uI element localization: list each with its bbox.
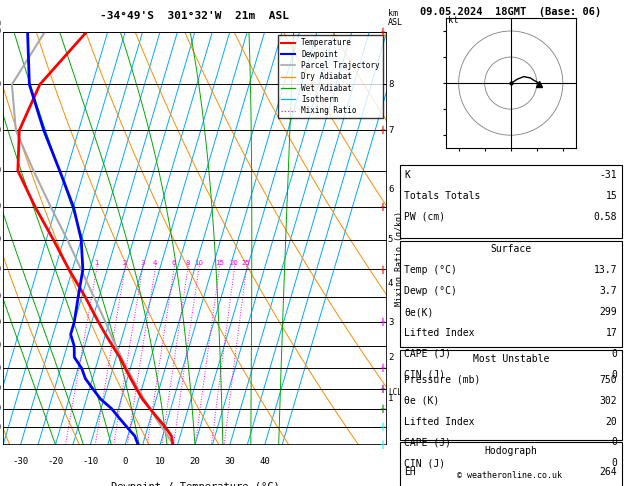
Text: Lifted Index: Lifted Index (404, 328, 475, 338)
Text: K: K (404, 170, 410, 180)
Text: θe (K): θe (K) (404, 396, 440, 406)
Text: Temp (°C): Temp (°C) (404, 265, 457, 276)
Text: Surface: Surface (490, 244, 532, 255)
Text: 1: 1 (94, 260, 99, 266)
Text: 7: 7 (388, 126, 393, 135)
Text: 550: 550 (0, 235, 1, 244)
Text: ╫: ╫ (381, 423, 384, 431)
Text: 0: 0 (611, 458, 617, 469)
Text: ╫: ╫ (381, 385, 384, 393)
Text: -31: -31 (599, 170, 617, 180)
Text: 0: 0 (123, 457, 128, 466)
Text: 299: 299 (599, 307, 617, 317)
Text: 300: 300 (0, 27, 1, 36)
Text: 0: 0 (611, 349, 617, 359)
Text: 25: 25 (242, 260, 251, 266)
Text: θe(K): θe(K) (404, 307, 434, 317)
Text: 8: 8 (388, 80, 393, 89)
Text: 800: 800 (0, 364, 1, 373)
Text: ╫: ╫ (381, 364, 384, 372)
Text: 500: 500 (0, 202, 1, 211)
Text: 750: 750 (599, 375, 617, 385)
Text: 1: 1 (388, 394, 393, 403)
Text: ╫: ╫ (381, 318, 384, 327)
Text: 850: 850 (0, 384, 1, 394)
FancyBboxPatch shape (399, 241, 622, 347)
Text: LCL: LCL (388, 388, 402, 398)
Text: 3: 3 (388, 318, 393, 327)
FancyBboxPatch shape (399, 442, 622, 486)
Text: 3.7: 3.7 (599, 286, 617, 296)
Text: ╫: ╫ (381, 126, 384, 135)
Text: 30: 30 (225, 457, 235, 466)
Text: kt: kt (448, 16, 459, 25)
Text: -20: -20 (47, 457, 64, 466)
Text: 8: 8 (186, 260, 190, 266)
Text: -30: -30 (13, 457, 29, 466)
FancyBboxPatch shape (399, 165, 622, 238)
Text: CIN (J): CIN (J) (404, 370, 445, 380)
Text: Hodograph: Hodograph (484, 446, 537, 456)
Text: Dewpoint / Temperature (°C): Dewpoint / Temperature (°C) (111, 482, 279, 486)
Text: km
ASL: km ASL (388, 9, 403, 27)
Text: -34°49'S  301°32'W  21m  ASL: -34°49'S 301°32'W 21m ASL (101, 11, 289, 21)
Text: 15: 15 (606, 191, 617, 201)
Text: 1000: 1000 (0, 440, 1, 449)
Text: Mixing Ratio (g/kg): Mixing Ratio (g/kg) (394, 211, 404, 306)
Text: 0.58: 0.58 (594, 212, 617, 222)
Text: EH: EH (404, 467, 416, 477)
Text: 0: 0 (611, 370, 617, 380)
Text: CIN (J): CIN (J) (404, 458, 445, 469)
Text: 264: 264 (599, 467, 617, 477)
Text: Pressure (mb): Pressure (mb) (404, 375, 481, 385)
Text: ╫: ╫ (381, 203, 384, 211)
Text: 17: 17 (606, 328, 617, 338)
Text: 350: 350 (0, 80, 1, 89)
Text: 20: 20 (230, 260, 239, 266)
Text: 2: 2 (388, 353, 393, 362)
Text: 0: 0 (611, 437, 617, 448)
Text: Totals Totals: Totals Totals (404, 191, 481, 201)
Text: 5: 5 (388, 235, 393, 244)
Text: 400: 400 (0, 126, 1, 135)
Text: 09.05.2024  18GMT  (Base: 06): 09.05.2024 18GMT (Base: 06) (420, 7, 601, 17)
Text: 20: 20 (189, 457, 201, 466)
FancyBboxPatch shape (399, 350, 622, 440)
Text: 6: 6 (172, 260, 176, 266)
Text: 15: 15 (215, 260, 224, 266)
Text: hPa: hPa (0, 18, 1, 27)
Text: 900: 900 (0, 404, 1, 413)
Text: © weatheronline.co.uk: © weatheronline.co.uk (457, 471, 562, 480)
Text: 750: 750 (0, 342, 1, 350)
Text: 450: 450 (0, 166, 1, 175)
Text: -10: -10 (82, 457, 98, 466)
Text: 20: 20 (606, 417, 617, 427)
Text: 600: 600 (0, 265, 1, 274)
Text: Most Unstable: Most Unstable (472, 354, 549, 364)
Text: 4: 4 (153, 260, 157, 266)
Text: 700: 700 (0, 318, 1, 327)
Text: 2: 2 (123, 260, 127, 266)
Text: ╫: ╫ (381, 440, 384, 449)
Text: 40: 40 (259, 457, 270, 466)
Text: 650: 650 (0, 293, 1, 301)
Text: ╫: ╫ (381, 265, 384, 274)
Text: PW (cm): PW (cm) (404, 212, 445, 222)
Text: Lifted Index: Lifted Index (404, 417, 475, 427)
Text: 13.7: 13.7 (594, 265, 617, 276)
Legend: Temperature, Dewpoint, Parcel Trajectory, Dry Adiabat, Wet Adiabat, Isotherm, Mi: Temperature, Dewpoint, Parcel Trajectory… (279, 35, 383, 118)
Text: Dewp (°C): Dewp (°C) (404, 286, 457, 296)
Text: 950: 950 (0, 423, 1, 432)
Text: 302: 302 (599, 396, 617, 406)
Text: ╫: ╫ (381, 404, 384, 413)
Text: ╫: ╫ (381, 27, 384, 36)
Text: 6: 6 (388, 185, 393, 194)
Text: CAPE (J): CAPE (J) (404, 437, 452, 448)
Text: 4: 4 (388, 279, 393, 288)
Text: CAPE (J): CAPE (J) (404, 349, 452, 359)
Text: 10: 10 (155, 457, 165, 466)
Text: 3: 3 (140, 260, 145, 266)
Text: 10: 10 (194, 260, 203, 266)
